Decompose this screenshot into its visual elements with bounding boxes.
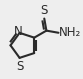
Text: S: S xyxy=(41,4,48,17)
Text: N: N xyxy=(14,26,23,38)
Text: S: S xyxy=(16,60,23,73)
Text: NH₂: NH₂ xyxy=(59,26,82,39)
